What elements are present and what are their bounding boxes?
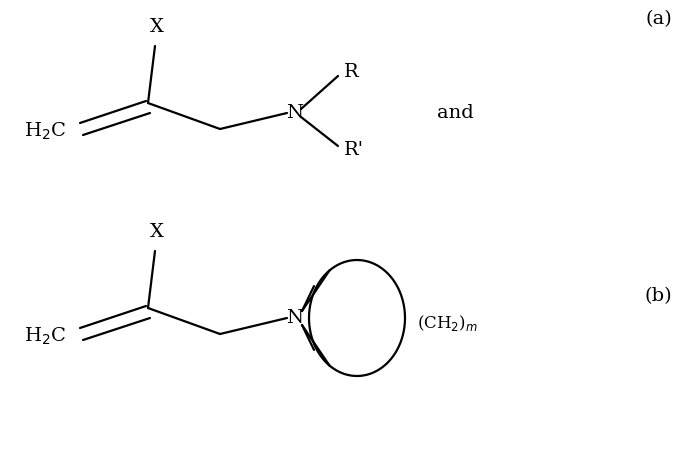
Text: X: X [150,18,164,36]
Text: R: R [344,63,359,81]
Text: X: X [150,223,164,241]
Text: H$_2$C: H$_2$C [24,325,66,347]
Text: H$_2$C: H$_2$C [24,120,66,142]
Text: (a): (a) [645,10,672,28]
Text: N: N [286,104,304,122]
Text: N: N [286,309,304,327]
Text: (b): (b) [644,287,672,305]
Text: (CH$_2$)$_m$: (CH$_2$)$_m$ [417,313,478,333]
Text: and: and [436,104,473,122]
Text: R': R' [344,141,364,159]
